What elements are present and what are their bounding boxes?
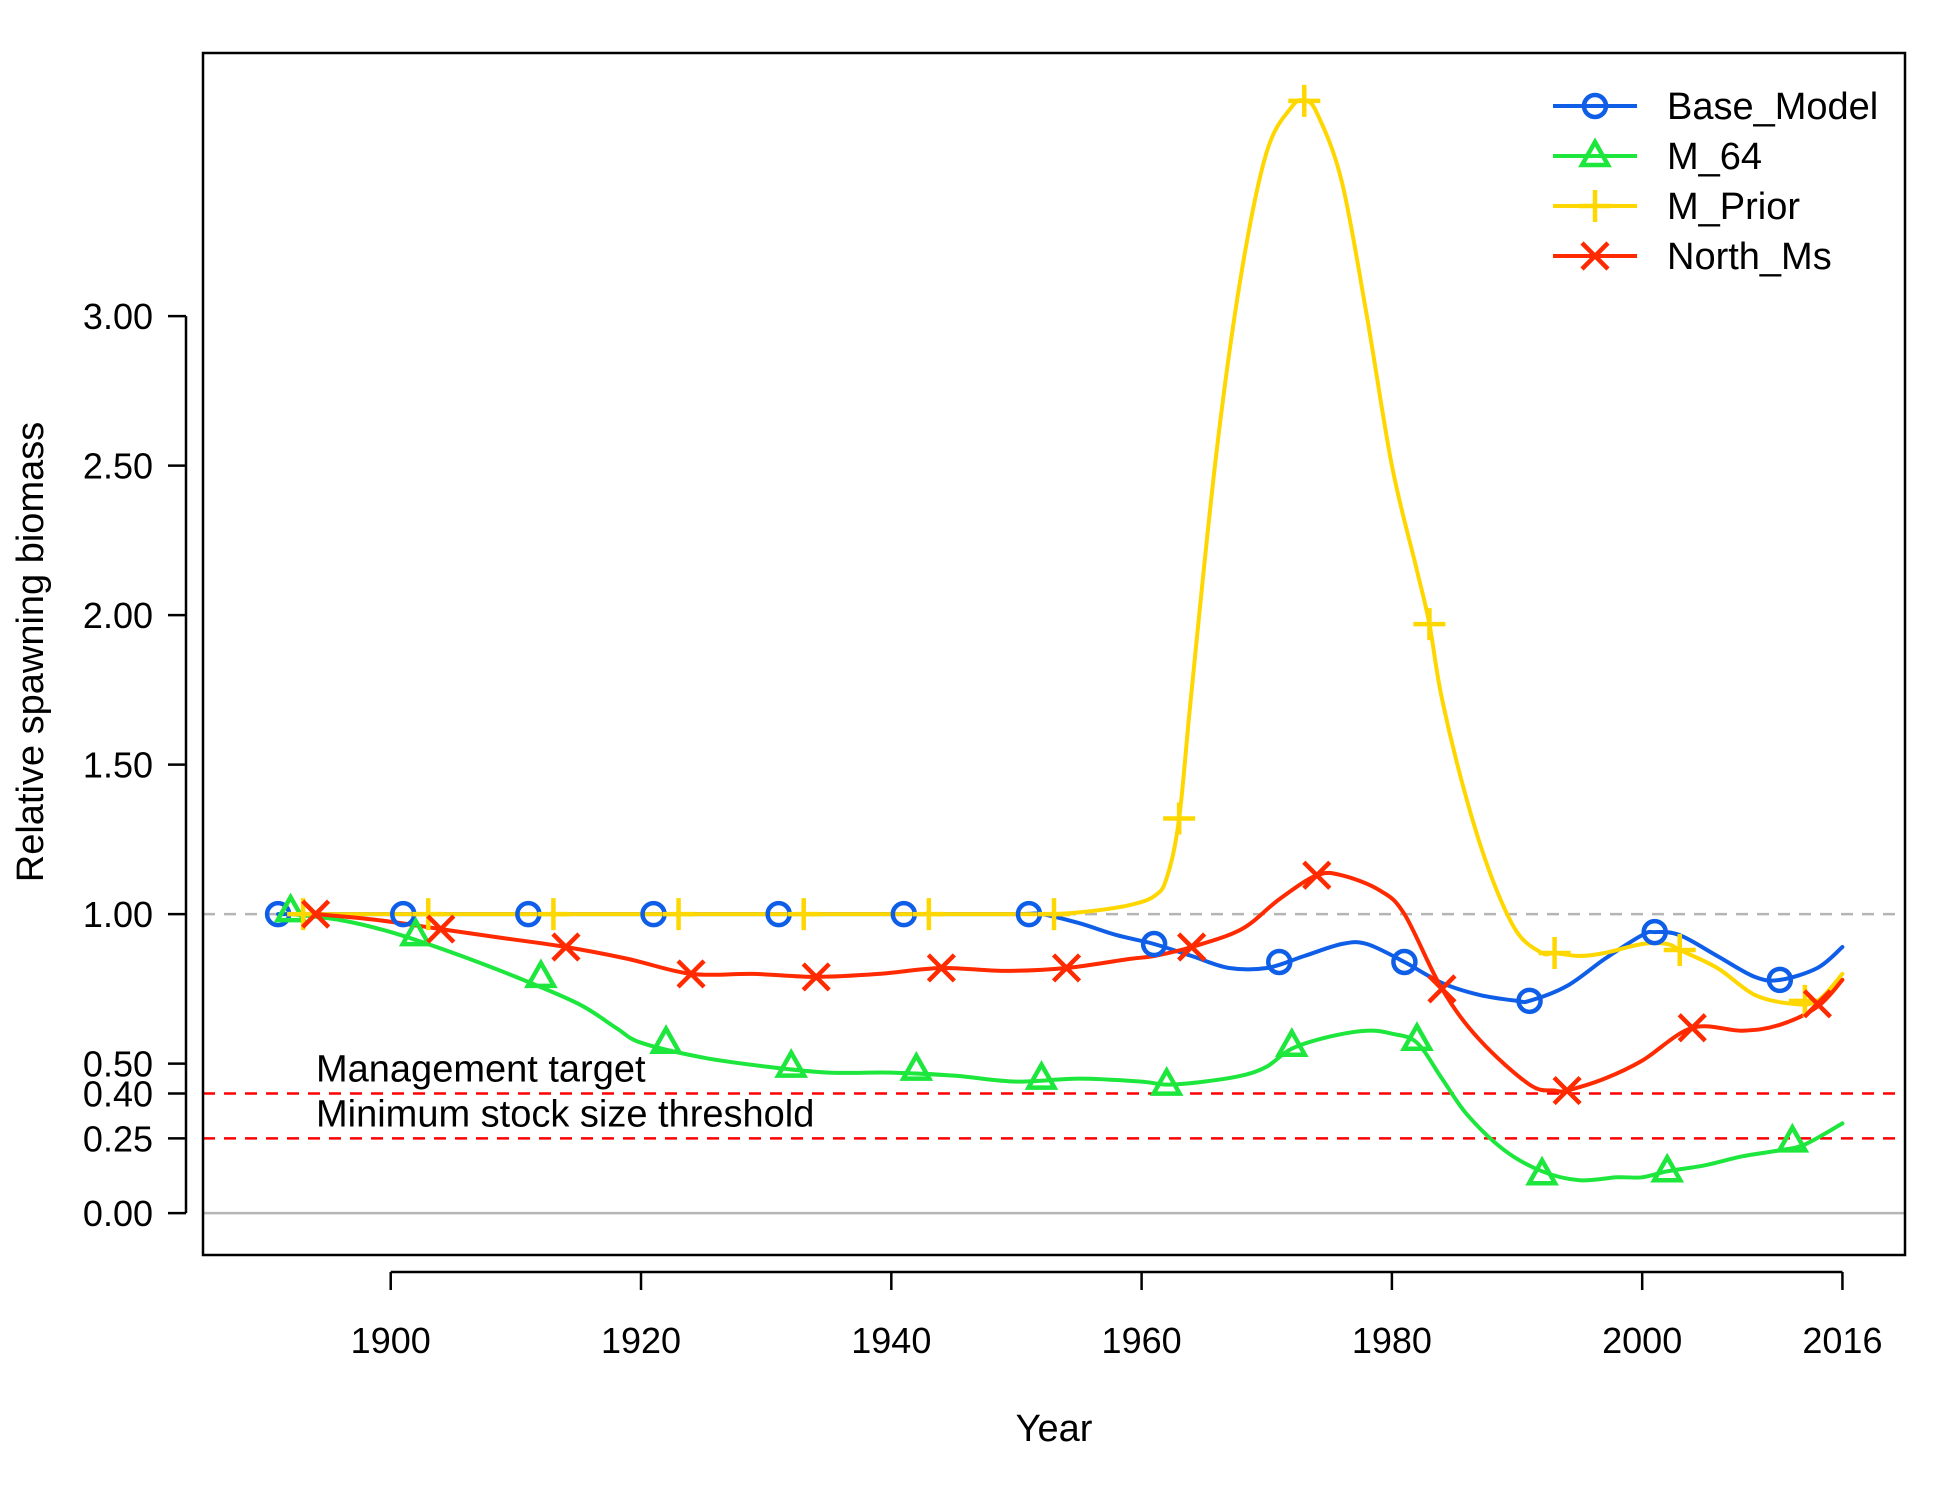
y-tick-label: 1.00 xyxy=(83,894,153,935)
data-point xyxy=(1775,1122,1810,1153)
x-tick-label: 1980 xyxy=(1352,1320,1432,1361)
legend-marker xyxy=(1581,92,1609,120)
x-axis: 1900 1920 1940 1960 1980 2000 2016 xyxy=(351,1270,1882,1361)
data-point xyxy=(1516,987,1543,1015)
data-point xyxy=(551,932,581,962)
data-point xyxy=(1149,1065,1184,1096)
y-tick-label: 1.50 xyxy=(83,745,153,786)
data-point xyxy=(1525,1155,1559,1186)
data-point xyxy=(1024,1060,1059,1090)
legend-marker xyxy=(1579,190,1611,222)
data-point xyxy=(774,1048,809,1078)
data-point xyxy=(537,898,570,931)
data-point xyxy=(926,953,956,983)
data-point xyxy=(1413,608,1446,641)
series-line xyxy=(313,870,1845,1094)
data-point xyxy=(662,898,695,931)
data-point xyxy=(1266,948,1293,976)
data-point xyxy=(1274,1027,1309,1057)
data-point xyxy=(1400,1021,1434,1051)
y-tick-label: 0.00 xyxy=(83,1193,153,1234)
data-point xyxy=(801,962,831,992)
data-point xyxy=(1663,934,1696,967)
y-tick-label: 0.50 xyxy=(83,1044,153,1085)
data-point xyxy=(676,959,706,989)
x-tick-label: 1960 xyxy=(1102,1320,1182,1361)
data-point xyxy=(273,892,308,923)
y-tick-label: 2.50 xyxy=(83,446,153,487)
data-point xyxy=(1802,989,1832,1019)
data-point xyxy=(398,916,433,947)
data-point xyxy=(1427,974,1457,1004)
y-tick-label: 0.25 xyxy=(83,1118,153,1159)
data-point xyxy=(1302,860,1332,890)
x-tick-label: 2016 xyxy=(1802,1320,1882,1361)
x-axis-title: Year xyxy=(1016,1408,1093,1450)
data-point xyxy=(412,898,445,931)
data-point xyxy=(787,898,820,931)
y-tick-label: 3.00 xyxy=(83,296,153,337)
data-point xyxy=(899,1051,934,1081)
data-point xyxy=(1177,932,1207,962)
data-point xyxy=(1140,930,1168,958)
data-point xyxy=(1650,1152,1685,1183)
data-point xyxy=(1641,918,1668,946)
legend-marker xyxy=(1578,137,1612,168)
legend-marker xyxy=(1580,241,1610,271)
series-line xyxy=(288,912,1845,1183)
legend-label: M_64 xyxy=(1667,136,1762,178)
x-tick-label: 1920 xyxy=(601,1320,681,1361)
data-point xyxy=(912,898,945,931)
data-point xyxy=(1552,1075,1582,1106)
data-point xyxy=(1677,1013,1707,1043)
data-point xyxy=(1391,948,1418,976)
data-point xyxy=(1038,898,1070,931)
reference-label: Management target xyxy=(316,1049,646,1091)
reference-label: Minimum stock size threshold xyxy=(316,1093,814,1135)
y-tick-label: 2.00 xyxy=(83,595,153,636)
data-point xyxy=(524,958,558,989)
data-point xyxy=(1163,802,1196,835)
legend: Base_Model M_64 M_Prior North_Ms xyxy=(1553,86,1878,278)
series-markers xyxy=(264,84,1832,1186)
x-tick-label: 1900 xyxy=(351,1320,431,1361)
y-axis: 0.00 0.250.400.50 1.00 1.50 2.00 2.50 3.00 xyxy=(83,296,188,1234)
x-tick-label: 1940 xyxy=(851,1320,931,1361)
data-point xyxy=(1538,937,1571,970)
series-line xyxy=(301,98,1845,1007)
legend-label: Base_Model xyxy=(1667,86,1878,128)
data-point xyxy=(1051,953,1082,983)
legend-label: M_Prior xyxy=(1667,186,1800,228)
plot-frame xyxy=(201,51,1907,1257)
x-tick-label: 2000 xyxy=(1602,1320,1682,1361)
y-tick-label: 0.40 xyxy=(83,1074,153,1115)
legend-label: North_Ms xyxy=(1667,236,1832,278)
data-point xyxy=(1288,84,1321,117)
data-point xyxy=(301,899,331,929)
y-axis-title: Relative spawning biomass xyxy=(10,422,52,882)
data-point xyxy=(1766,966,1794,994)
data-point xyxy=(426,914,456,944)
data-point xyxy=(649,1024,683,1054)
